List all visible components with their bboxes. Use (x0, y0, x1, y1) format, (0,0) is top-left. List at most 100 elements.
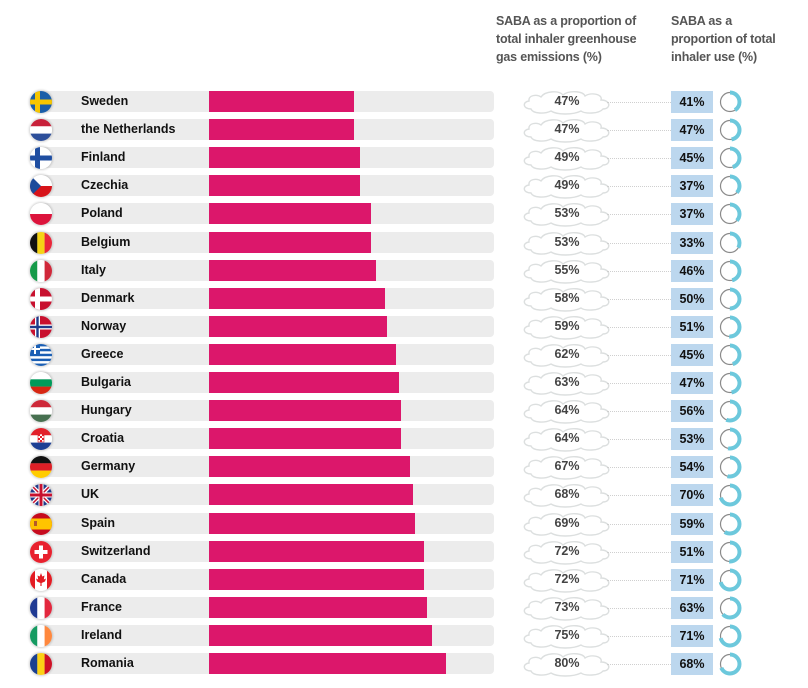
country-label: Ireland (81, 627, 122, 642)
donut-fill-arc (718, 90, 742, 114)
cloud-icon: 62% (521, 342, 610, 368)
country-label: Spain (81, 515, 116, 530)
use-value: 45% (671, 147, 713, 170)
use-value: 71% (671, 568, 713, 591)
use-value: 53% (671, 428, 713, 451)
cloud-icon: 69% (521, 511, 610, 537)
use-value: 59% (671, 512, 713, 535)
use-value: 68% (671, 653, 713, 675)
donut-chart-icon (718, 512, 742, 536)
donut-chart-icon (718, 118, 742, 142)
dotted-connector (607, 242, 671, 244)
country-label: Italy (81, 262, 107, 277)
donut-fill-arc (718, 399, 742, 423)
cloud-icon: 58% (521, 286, 610, 312)
emissions-value: 73% (554, 599, 580, 614)
dotted-connector (607, 495, 671, 497)
donut-chart-icon (718, 202, 742, 226)
use-header-line: proportion of total (671, 32, 776, 46)
donut-chart-icon (718, 371, 742, 395)
czechia-flag-icon (30, 175, 52, 198)
finland-flag-icon (30, 147, 52, 170)
emissions-value: 68% (554, 487, 580, 502)
cloud-icon: 53% (521, 201, 610, 228)
emissions-value: 75% (554, 627, 580, 642)
emissions-value: 67% (554, 459, 580, 474)
emissions-bar (209, 596, 427, 618)
emissions-bar (209, 147, 360, 169)
sweden-flag-icon (30, 91, 52, 113)
country-label: Canada (81, 571, 127, 586)
emissions-value: 62% (554, 346, 580, 361)
donut-fill-arc (718, 427, 742, 451)
dotted-connector (607, 607, 671, 609)
cloud-icon: 47% (521, 117, 610, 143)
netherlands-flag-icon (30, 119, 52, 142)
cloud-icon: 55% (521, 258, 610, 284)
table-row: Poland 53% 37% (0, 200, 808, 228)
country-label: France (81, 599, 122, 614)
dotted-connector (607, 186, 671, 188)
cloud-icon: 68% (521, 482, 610, 509)
donut-chart-icon (718, 596, 742, 620)
cloud-icon: 49% (521, 145, 610, 171)
ireland-flag-icon (30, 624, 52, 647)
donut-fill-arc (718, 568, 742, 592)
emissions-header-line: total inhaler greenhouse (496, 32, 637, 46)
emissions-bar (209, 259, 377, 281)
cloud-icon: 72% (521, 539, 610, 565)
table-row: Belgium 53% 33% (0, 229, 808, 257)
use-value: 41% (671, 91, 713, 113)
cloud-icon: 75% (521, 623, 610, 649)
donut-fill-arc (718, 343, 742, 367)
emissions-bar (209, 343, 396, 365)
table-row: UK 68% 70% (0, 481, 808, 509)
use-value: 51% (671, 315, 713, 338)
belgium-flag-icon (30, 231, 52, 254)
donut-fill-arc (718, 596, 742, 620)
donut-fill-arc (718, 118, 742, 142)
emissions-bar (209, 428, 402, 450)
donut-fill-arc (718, 174, 742, 198)
table-row: Romania 80% 68% (0, 650, 808, 678)
use-value: 47% (671, 119, 713, 142)
country-label: Greece (81, 346, 124, 361)
emissions-value: 59% (554, 318, 580, 333)
table-row: Norway 59% 51% (0, 313, 808, 341)
emissions-value: 58% (554, 290, 580, 305)
use-value: 47% (671, 372, 713, 394)
emissions-value: 47% (554, 122, 580, 137)
poland-flag-icon (30, 203, 52, 226)
emissions-value: 49% (554, 150, 580, 165)
emissions-value: 53% (554, 206, 580, 221)
donut-fill-arc (718, 287, 742, 311)
dotted-connector (607, 214, 671, 216)
dotted-connector (607, 354, 671, 356)
dotted-connector (607, 270, 671, 272)
emissions-value: 53% (554, 234, 580, 249)
donut-chart-icon (718, 399, 742, 423)
table-row: Czechia 49% 37% (0, 172, 808, 200)
country-label: Romania (81, 656, 134, 670)
switzerland-flag-icon (30, 540, 52, 563)
donut-chart-icon (718, 652, 742, 676)
table-row: Sweden 47% 41% (0, 88, 808, 116)
france-flag-icon (30, 596, 52, 619)
country-label: Denmark (81, 290, 135, 305)
hungary-flag-icon (30, 400, 52, 423)
table-row: Italy 55% 46% (0, 257, 808, 285)
donut-fill-arc (718, 231, 742, 254)
dotted-connector (607, 579, 671, 581)
use-value: 56% (671, 400, 713, 423)
emissions-value: 47% (554, 94, 580, 108)
donut-fill-arc (718, 455, 742, 479)
donut-chart-icon (718, 90, 742, 114)
emissions-bar (209, 315, 388, 337)
cloud-icon: 67% (521, 454, 610, 480)
cloud-icon: 49% (521, 173, 610, 199)
emissions-bar (209, 653, 447, 674)
emissions-bar (209, 568, 424, 590)
use-value: 71% (671, 624, 713, 647)
dotted-connector (607, 130, 671, 132)
donut-chart-icon (718, 427, 742, 451)
